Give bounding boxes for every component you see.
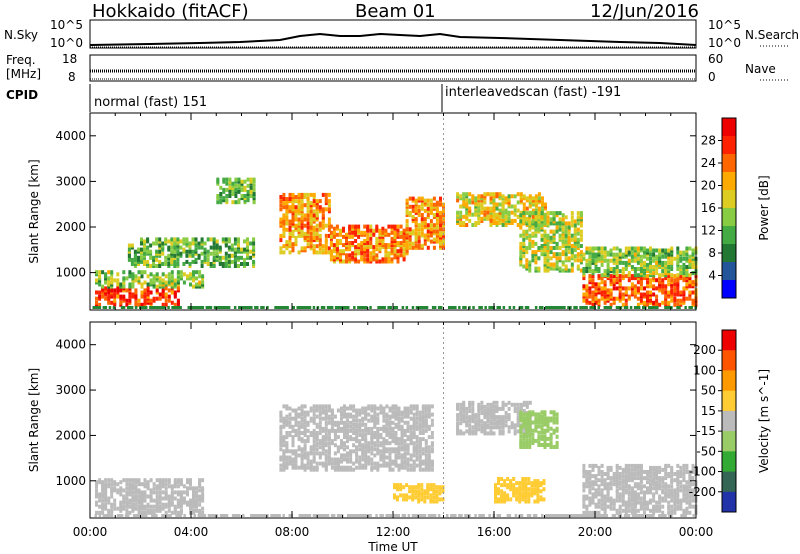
power-region <box>582 246 698 278</box>
power-region <box>329 224 409 264</box>
velocity-colorbar-tick-label: 200 <box>693 343 716 357</box>
power-colorbar-segment <box>722 262 736 281</box>
power-panel <box>92 113 698 310</box>
power-colorbar-tick-label: 8 <box>708 246 716 260</box>
power-ylabel: Slant Range [km] <box>27 159 41 263</box>
x-axis-label: Time UT <box>367 540 418 554</box>
velocity-colorbar-segment <box>722 350 736 371</box>
power-colorbar-segment <box>722 208 736 227</box>
power-region <box>95 270 205 289</box>
velocity-colorbar-frame <box>721 329 737 513</box>
noise-panel-frame <box>89 19 697 49</box>
x-tick-label: 20:00 <box>578 525 613 539</box>
velocity-colorbar-tick-label: 15 <box>701 404 716 418</box>
velocity-colorbar-tick-label: -15 <box>696 424 716 438</box>
power-colorbar-segment <box>722 154 736 173</box>
velocity-colorbar-segment <box>722 491 736 513</box>
velocity-colorbar-tick-label: 100 <box>693 363 716 377</box>
power-region <box>216 177 256 205</box>
power-region <box>279 192 331 255</box>
freq-label-line1: Freq. <box>6 53 36 67</box>
freq-tick-top: 18 <box>62 52 78 66</box>
radar-title: Hokkaido (fitACF) <box>92 1 249 22</box>
velocity-region <box>519 410 559 449</box>
velocity-colorbar-segment <box>722 390 736 412</box>
power-colorbar-segment <box>722 244 736 263</box>
cpid-label: CPID <box>6 88 39 102</box>
power-region <box>95 286 180 307</box>
velocity-colorbar-segment <box>722 370 736 392</box>
power-ytick-label: 4000 <box>55 129 86 143</box>
power-colorbar-tick-label: 20 <box>701 179 716 193</box>
velocity-colorbar-segment <box>722 471 736 493</box>
power-colorbar-tick-label: 12 <box>701 224 716 238</box>
date-title: 12/Jun/2016 <box>590 1 699 22</box>
x-tick-label: 12:00 <box>376 525 411 539</box>
beam-title: Beam 01 <box>355 1 436 22</box>
velocity-ylabel: Slant Range [km] <box>27 368 41 472</box>
velocity-region <box>494 477 546 504</box>
velocity-ytick-label: 3000 <box>55 383 86 397</box>
power-colorbar-tick-label: 16 <box>701 201 716 215</box>
power-ground-band <box>92 306 697 309</box>
velocity-region <box>456 400 532 436</box>
cpid-mode-1: normal (fast) 151 <box>94 95 208 110</box>
power-ytick-label: 3000 <box>55 174 86 188</box>
cpid-mode-2: interleavedscan (fast) -191 <box>445 85 622 100</box>
freq-tick-bottom: 8 <box>68 70 76 84</box>
power-colorbar-segment <box>722 136 736 155</box>
velocity-colorbar-tick-label: 50 <box>701 384 716 398</box>
noise-right-tick-top: 10^5 <box>708 18 741 32</box>
velocity-colorbar-label: Velocity [m s^-1] <box>757 369 771 473</box>
power-colorbar-label: Power [dB] <box>757 175 771 240</box>
power-colorbar-tick-label: 24 <box>701 156 716 170</box>
power-ytick-label: 1000 <box>55 266 86 280</box>
velocity-ytick-label: 1000 <box>55 474 86 488</box>
power-region <box>405 196 445 250</box>
power-colorbar-tick-label: 28 <box>701 134 716 148</box>
noise-left-tick-top: 10^5 <box>50 18 83 32</box>
velocity-region <box>279 404 434 472</box>
velocity-ytick-label: 2000 <box>55 428 86 442</box>
power-colorbar-segment <box>722 172 736 191</box>
x-tick-label: 16:00 <box>477 525 512 539</box>
power-region <box>582 274 698 307</box>
velocity-panel <box>94 322 698 518</box>
noise-sky-line <box>89 32 697 46</box>
noise-search-label: N.Search <box>745 28 800 42</box>
freq-label-line2: [MHz] <box>6 67 42 81</box>
velocity-colorbar-tick-label: -50 <box>696 444 716 458</box>
x-tick-label: 00:00 <box>679 525 714 539</box>
velocity-colorbar-segment <box>722 410 736 432</box>
power-colorbar-segment <box>722 280 736 299</box>
velocity-region <box>95 478 205 515</box>
noise-sky-label: N.Sky <box>4 28 39 42</box>
noise-left-tick-bottom: 10^0 <box>50 36 83 50</box>
freq-panel-frame <box>89 54 697 82</box>
power-colorbar-tick-label: 4 <box>708 269 716 283</box>
velocity-colorbar-segment <box>722 451 736 473</box>
nave-tick-top: 60 <box>708 52 724 66</box>
power-colorbar-segment <box>722 226 736 245</box>
velocity-colorbar-tick-label: -200 <box>689 485 716 499</box>
x-tick-label: 04:00 <box>174 525 209 539</box>
power-region <box>519 211 583 273</box>
power-colorbar-segment <box>722 118 736 137</box>
velocity-ground-band <box>94 514 695 517</box>
x-tick-label: 00:00 <box>73 525 108 539</box>
velocity-colorbar-segment <box>722 330 736 351</box>
power-ytick-label: 2000 <box>55 220 86 234</box>
velocity-colorbar-segment <box>722 431 736 452</box>
nave-label: Nave <box>745 62 776 76</box>
x-tick-label: 08:00 <box>275 525 310 539</box>
nave-tick-bottom: 0 <box>708 70 716 84</box>
power-region <box>127 237 256 268</box>
velocity-region <box>393 483 445 504</box>
velocity-colorbar-tick-label: -100 <box>689 465 716 479</box>
power-colorbar-segment <box>722 190 736 209</box>
velocity-ytick-label: 4000 <box>55 338 86 352</box>
noise-right-tick-bottom: 10^0 <box>708 36 741 50</box>
velocity-region <box>582 463 698 515</box>
